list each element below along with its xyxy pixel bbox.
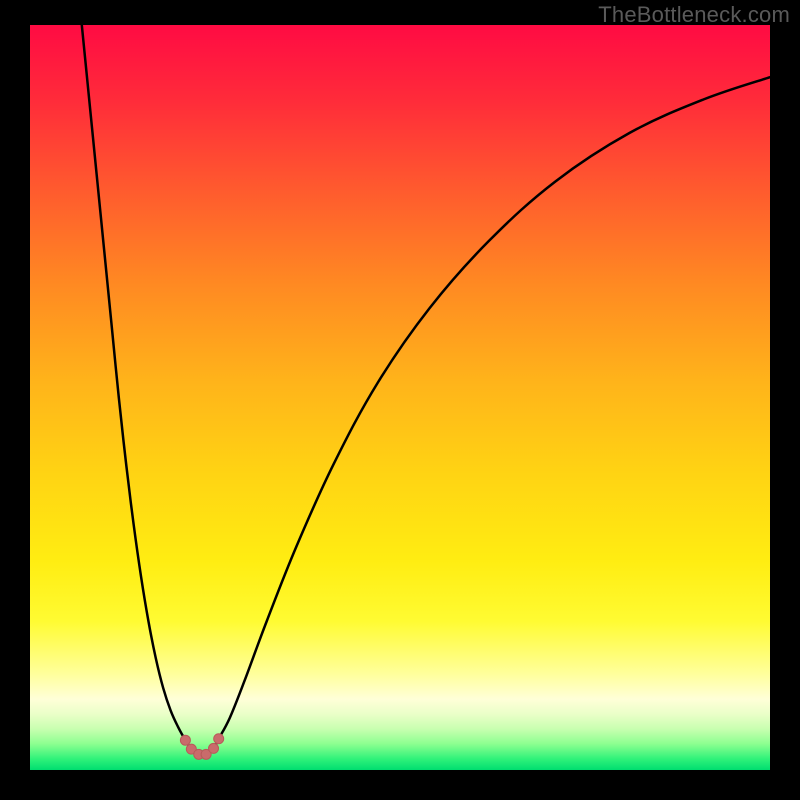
chart-container: TheBottleneck.com xyxy=(0,0,800,800)
valley-marker xyxy=(214,734,224,744)
valley-marker xyxy=(180,735,190,745)
bottleneck-curve-chart xyxy=(0,0,800,800)
valley-marker xyxy=(209,743,219,753)
plot-area xyxy=(30,25,770,770)
watermark-text: TheBottleneck.com xyxy=(598,2,790,28)
